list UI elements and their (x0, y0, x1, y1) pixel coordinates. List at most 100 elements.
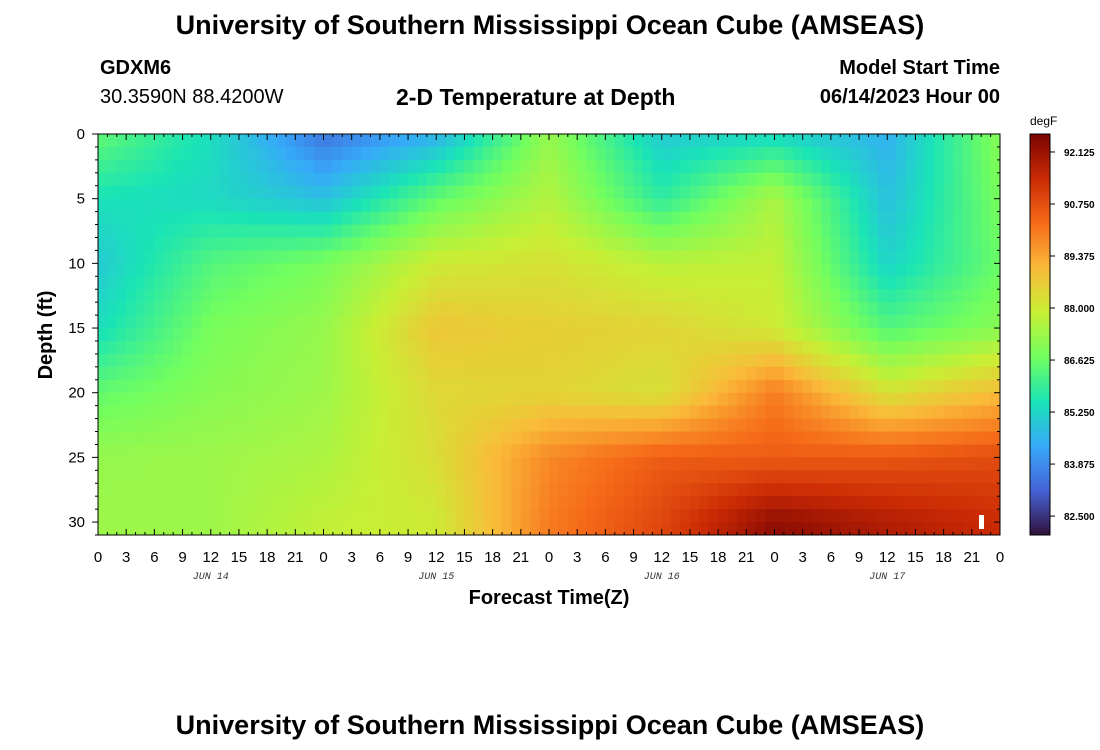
heatmap-cell (783, 224, 794, 239)
heatmap-cell (755, 431, 766, 446)
heatmap-cell (859, 159, 870, 174)
heatmap-cell (426, 172, 437, 187)
heatmap-cell (257, 392, 268, 407)
heatmap-cell (849, 328, 860, 342)
heatmap-cell (661, 457, 672, 471)
heatmap-cell (154, 483, 165, 497)
heatmap-cell (934, 379, 945, 394)
heatmap-cell (455, 250, 466, 264)
heatmap-cell (182, 366, 193, 381)
heatmap-cell (859, 392, 870, 407)
heatmap-cell (530, 483, 541, 497)
heatmap-cell (765, 198, 776, 213)
heatmap-cell (257, 483, 268, 497)
heatmap-cell (436, 237, 447, 252)
heatmap-cell (953, 379, 964, 394)
heatmap-cell (520, 340, 531, 355)
heatmap-cell (276, 237, 287, 252)
heatmap-cell (558, 276, 569, 290)
heatmap-cell (126, 250, 137, 264)
temperature-depth-chart: 0 3 6 9 12 15 18 21 0 3 6 9 12 15 18 21 0 3 6 9 12 15 18 21 0 3 6 9… (35, 114, 1095, 609)
heatmap-cell (323, 302, 334, 316)
heatmap-cell (511, 392, 522, 407)
x-tick-label: 0 (94, 549, 102, 566)
heatmap-cell (783, 483, 794, 497)
heatmap-cell (408, 172, 419, 187)
heatmap-cell (699, 392, 710, 407)
heatmap-cell (267, 159, 278, 174)
heatmap-cell (408, 418, 419, 433)
heatmap-cell (981, 392, 992, 407)
heatmap-cell (220, 470, 231, 484)
heatmap-cell (304, 522, 315, 535)
heatmap-cell (746, 366, 757, 381)
heatmap-cell (276, 276, 287, 290)
heatmap-cell (783, 250, 794, 264)
heatmap-cell (605, 198, 616, 213)
heatmap-cell (238, 457, 249, 471)
heatmap-cell (182, 444, 193, 458)
heatmap-cell (971, 444, 982, 458)
heatmap-cell (126, 405, 137, 420)
heatmap-cell (953, 211, 964, 226)
heatmap-cell (990, 198, 1000, 213)
heatmap-cell (257, 185, 268, 200)
heatmap-cell (840, 392, 851, 407)
heatmap-cell (483, 470, 494, 484)
heatmap-cell (943, 366, 954, 381)
heatmap-cell (746, 379, 757, 394)
heatmap-cell (285, 444, 296, 458)
heatmap-cell (774, 134, 785, 148)
heatmap-cell (116, 263, 127, 277)
heatmap-cell (661, 379, 672, 394)
heatmap-cell (821, 237, 832, 252)
heatmap-cell (539, 302, 550, 316)
heatmap-cell (915, 134, 926, 148)
heatmap-cell (689, 340, 700, 355)
y-tick-label: 5 (77, 191, 85, 208)
heatmap-cell (98, 457, 108, 471)
heatmap-cell (229, 159, 240, 174)
heatmap-cell (210, 353, 221, 368)
heatmap-cell (502, 263, 513, 277)
heatmap-cell (718, 340, 729, 355)
heatmap-cell (830, 366, 841, 381)
heatmap-cell (906, 431, 917, 446)
heatmap-cell (426, 340, 437, 355)
heatmap-cell (830, 302, 841, 316)
heatmap-cell (718, 431, 729, 446)
heatmap-cell (624, 496, 635, 510)
heatmap-cell (163, 340, 174, 355)
heatmap-cell (821, 470, 832, 484)
heatmap-cell (492, 483, 503, 497)
heatmap-cell (887, 483, 898, 497)
heatmap-cell (859, 172, 870, 187)
heatmap-cell (530, 211, 541, 226)
heatmap-cell (445, 366, 456, 381)
heatmap-cell (840, 418, 851, 433)
heatmap-cell (417, 211, 428, 226)
heatmap-cell (906, 159, 917, 174)
heatmap-cell (107, 405, 118, 420)
heatmap-cell (605, 509, 616, 523)
heatmap-cell (126, 276, 137, 290)
heatmap-cell (285, 315, 296, 329)
heatmap-cell (793, 405, 804, 420)
heatmap-cell (304, 185, 315, 200)
heatmap-cell (896, 509, 907, 523)
heatmap-cell (370, 185, 381, 200)
heatmap-cell (154, 198, 165, 213)
heatmap-cell (924, 353, 935, 368)
heatmap-cell (107, 353, 118, 368)
heatmap-cell (718, 379, 729, 394)
heatmap-cell (793, 392, 804, 407)
heatmap-cell (652, 418, 663, 433)
heatmap-cell (220, 405, 231, 420)
heatmap-cell (802, 146, 813, 161)
heatmap-cell (426, 224, 437, 239)
heatmap-cell (135, 198, 146, 213)
heatmap-cell (953, 392, 964, 407)
heatmap-cell (567, 315, 578, 329)
heatmap-cell (783, 496, 794, 510)
heatmap-cell (539, 340, 550, 355)
